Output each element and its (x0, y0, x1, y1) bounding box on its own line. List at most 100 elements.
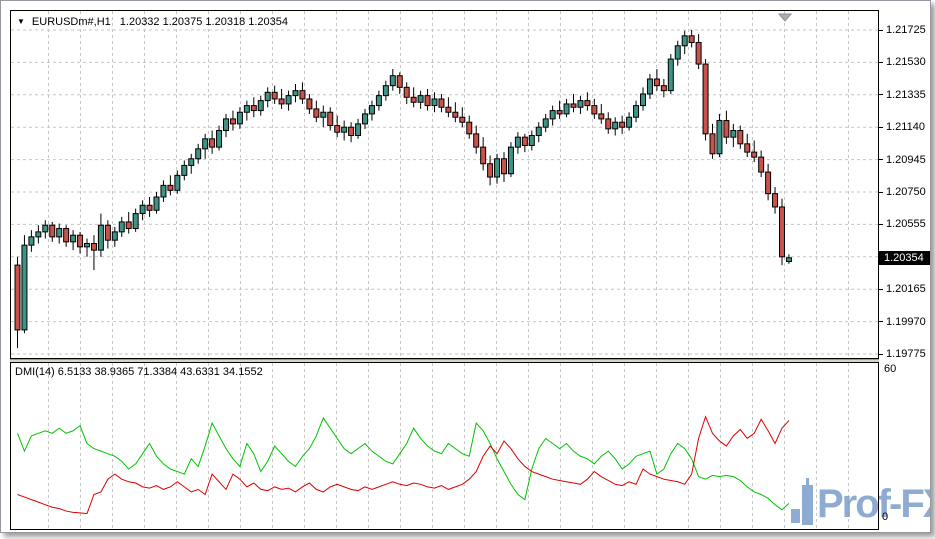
candle (306, 93, 313, 114)
candle (535, 122, 542, 143)
candle (188, 153, 195, 174)
candle (35, 225, 42, 244)
candle (14, 256, 21, 349)
pane-separator[interactable] (10, 359, 879, 362)
candle (681, 30, 688, 55)
candle (640, 87, 646, 111)
candle (709, 123, 716, 159)
candle (320, 105, 327, 128)
candle (278, 88, 285, 109)
collapse-arrow-icon[interactable]: ▼ (17, 17, 25, 26)
candlestick-plot[interactable] (11, 11, 878, 358)
axis-overlay-line (878, 461, 879, 530)
candle (90, 235, 97, 271)
candle (751, 140, 758, 163)
candle (209, 130, 216, 154)
price-axis[interactable]: 1.20354 60 0 1.21725 1.21530 1.21335 1.2114… (879, 1, 930, 532)
candle (549, 105, 556, 126)
candle (42, 220, 49, 239)
candle (216, 125, 223, 151)
candle (646, 74, 653, 99)
candle (563, 98, 570, 118)
candle (716, 113, 723, 158)
indicator-axis-max: 60 (884, 363, 897, 375)
candle (480, 137, 487, 171)
candle (667, 54, 674, 94)
chart-shift-marker-icon[interactable] (777, 13, 793, 22)
candle (521, 133, 528, 153)
candle (111, 226, 118, 247)
axis-tick (879, 191, 883, 193)
symbol-text: EURUSDm#,H1 (31, 16, 111, 28)
candle (570, 93, 577, 113)
candle (355, 118, 362, 139)
candle (70, 230, 77, 251)
watermark: Prof-FX (791, 475, 930, 527)
axis-tick (879, 61, 883, 63)
candle (327, 107, 334, 131)
price-axis-label: 1.20750 (879, 185, 926, 199)
candle (160, 180, 167, 202)
dmi-plot[interactable] (11, 363, 878, 529)
candle (167, 175, 174, 196)
candle (452, 102, 459, 123)
symbol-quote-label: ▼ EURUSDm#,H1 1.20332 1.20375 1.20318 1.20… (17, 16, 288, 28)
candle (63, 225, 70, 247)
candle (202, 133, 209, 159)
candle (410, 87, 417, 108)
candle (633, 100, 640, 123)
candle (146, 196, 153, 217)
candle (223, 113, 229, 138)
current-price-badge: 1.20354 (879, 250, 930, 265)
axis-tick (879, 321, 883, 323)
candle (77, 231, 84, 254)
price-axis-label: 1.19970 (879, 315, 926, 329)
candle (236, 107, 243, 129)
price-axis-label: 1.20165 (879, 282, 926, 296)
candle (257, 95, 264, 116)
candle (765, 163, 772, 201)
candle (153, 192, 160, 214)
price-axis-label: 1.19775 (879, 347, 926, 361)
candle (473, 125, 480, 154)
candle (264, 87, 271, 108)
candle (466, 115, 473, 139)
candle (56, 223, 63, 244)
candle (49, 221, 56, 242)
candle (431, 92, 438, 113)
candle (125, 211, 132, 234)
main-pane[interactable] (10, 10, 879, 359)
axis-tick (879, 288, 883, 290)
indicator-pane[interactable] (10, 362, 879, 530)
price-axis-label: 1.21140 (879, 120, 925, 134)
candle (84, 238, 90, 257)
axis-tick (879, 94, 883, 96)
candle (348, 122, 355, 143)
watermark-text: Prof-FX (817, 482, 930, 526)
candle (403, 82, 410, 104)
candle (779, 198, 785, 266)
price-axis-label: 1.21725 (879, 23, 926, 37)
candle (556, 100, 563, 119)
candle (229, 110, 236, 131)
axis-tick (879, 353, 883, 355)
candle (528, 130, 535, 151)
price-axis-label: 1.20945 (879, 153, 926, 167)
candle (285, 90, 292, 111)
indicator-label: DMI(14) 6.5133 38.9365 71.3384 43.6331 3… (15, 366, 263, 378)
candle (424, 88, 431, 111)
price-axis-label: 1.21530 (879, 55, 926, 69)
candle (514, 132, 521, 154)
candle (118, 216, 125, 237)
candle (375, 90, 382, 111)
candle (612, 117, 619, 136)
candle (334, 115, 341, 138)
candle (723, 110, 730, 144)
candle (695, 34, 702, 70)
candle (139, 200, 146, 221)
candle (702, 59, 709, 141)
axis-tick (879, 223, 883, 225)
candle (195, 143, 202, 164)
price-axis-label: 1.21335 (879, 88, 926, 102)
